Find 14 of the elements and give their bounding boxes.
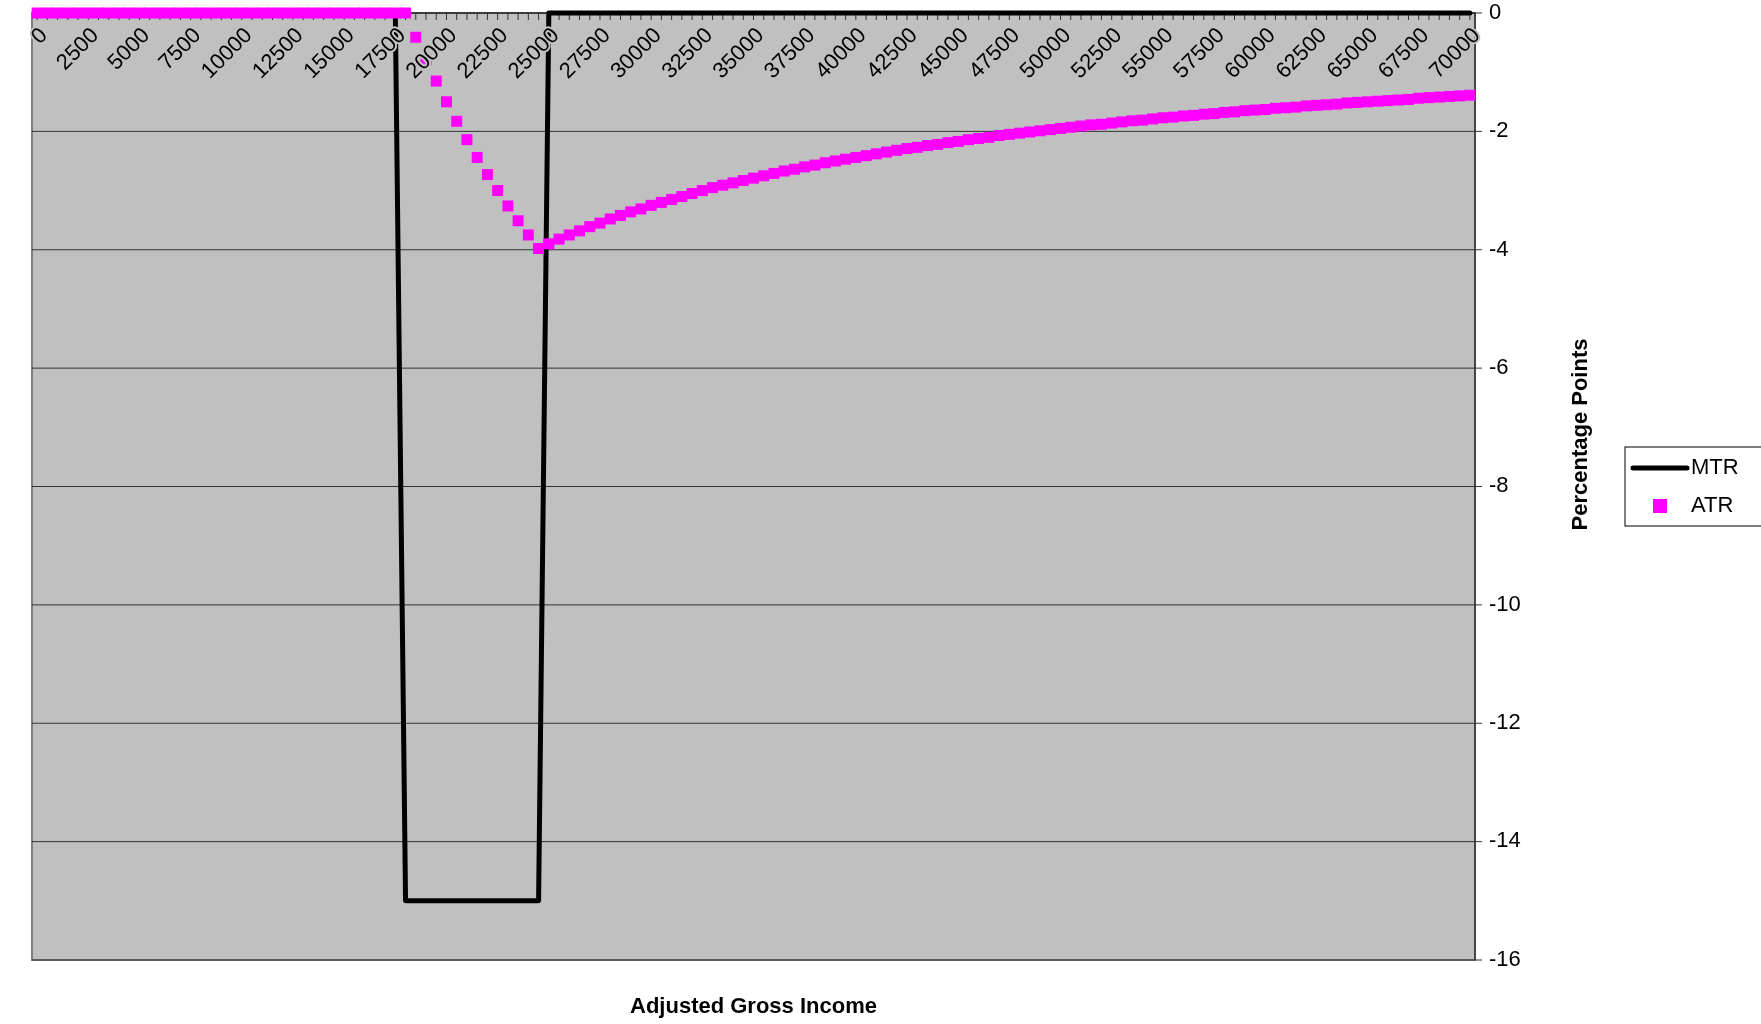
y-tick-label: 0 xyxy=(1489,0,1502,24)
legend-label: MTR xyxy=(1691,453,1739,479)
y-tick-label: -6 xyxy=(1489,353,1509,379)
y-tick-label: -2 xyxy=(1489,117,1509,143)
y-tick-label: -8 xyxy=(1489,472,1509,498)
y-tick-label: -4 xyxy=(1489,235,1509,261)
x-axis-title: Adjusted Gross Income xyxy=(630,993,877,1018)
y-tick-label: -10 xyxy=(1489,590,1521,616)
y-axis-title: Percentage Points xyxy=(1567,338,1592,531)
y-tick-label: -16 xyxy=(1489,945,1521,971)
y-tick-label: -14 xyxy=(1489,827,1521,853)
legend-label: ATR xyxy=(1691,491,1734,517)
x-tick-label: 0 xyxy=(25,22,52,49)
y-tick-label: -12 xyxy=(1489,709,1521,735)
